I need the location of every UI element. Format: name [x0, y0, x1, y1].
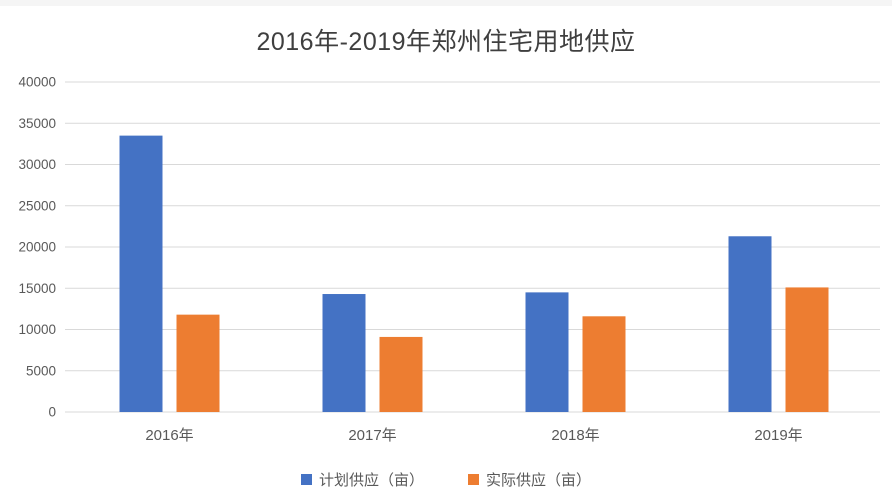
y-axis-tick-label: 5000	[26, 363, 56, 378]
y-axis-tick-label: 30000	[18, 157, 56, 172]
x-axis-category-label: 2016年	[145, 427, 193, 444]
legend-item: 实际供应（亩）	[468, 469, 591, 490]
y-axis-tick-label: 20000	[18, 240, 56, 255]
bar-actual-supply	[176, 314, 220, 412]
bar-planned-supply	[525, 292, 569, 412]
bar-planned-supply	[119, 135, 163, 412]
x-axis-category-label: 2019年	[754, 427, 802, 444]
legend-color-swatch-icon	[300, 473, 312, 485]
y-axis-tick-label: 15000	[18, 281, 56, 296]
bar-planned-supply	[322, 294, 366, 412]
legend-item-label: 计划供应（亩）	[318, 471, 424, 489]
chart-title: 2016年-2019年郑州住宅用地供应	[256, 28, 636, 56]
y-axis-tick-label: 25000	[18, 198, 56, 213]
bar-planned-supply	[728, 236, 772, 412]
legend-color-swatch-icon	[468, 473, 479, 485]
y-axis-tick-label: 40000	[18, 75, 56, 90]
x-axis-category-label: 2018年	[551, 427, 599, 444]
bar-actual-supply	[582, 316, 626, 412]
y-axis-tick-label: 10000	[18, 322, 56, 337]
chart-legend: 计划供应（亩） 实际供应（亩）	[0, 465, 892, 493]
bar-actual-supply	[379, 336, 423, 412]
bar-actual-supply	[785, 287, 829, 412]
y-axis-tick-label: 0	[48, 405, 56, 420]
top-strip	[0, 0, 892, 6]
y-axis-tick-label: 35000	[18, 116, 56, 131]
x-axis-category-label: 2017年	[348, 427, 396, 444]
legend-item: 计划供应（亩）	[300, 469, 424, 490]
legend-item-label: 实际供应（亩）	[486, 471, 592, 489]
